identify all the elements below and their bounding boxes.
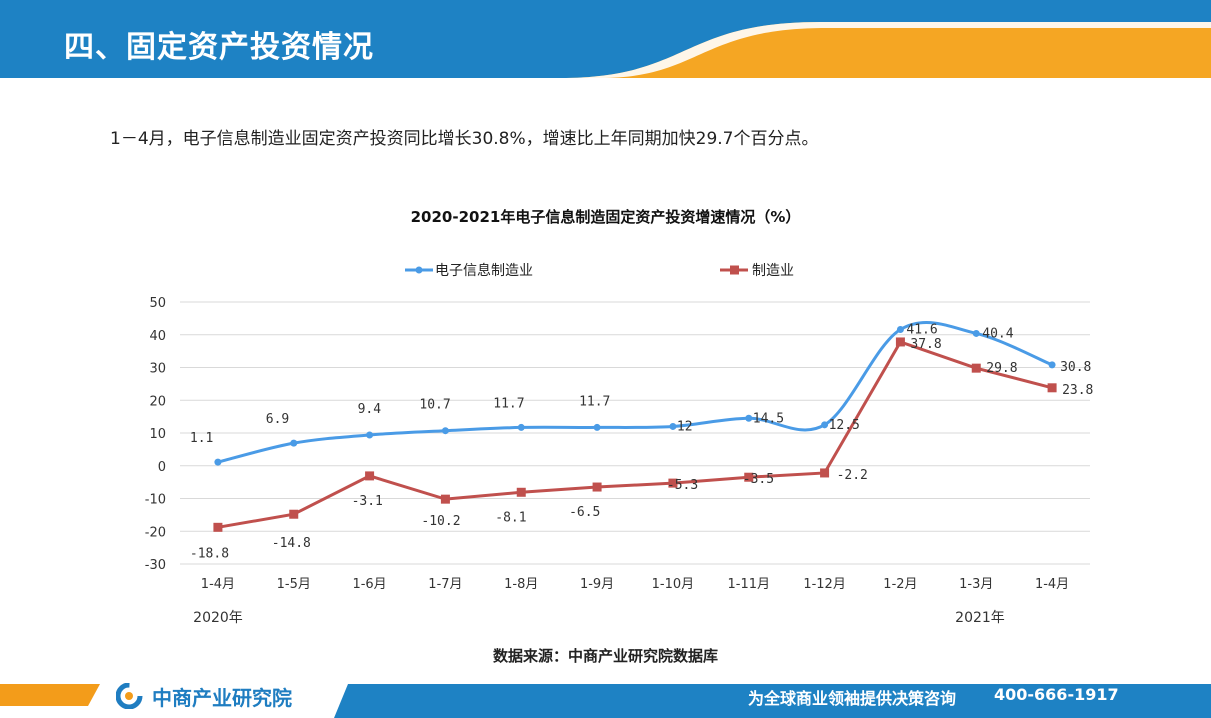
y-tick-label: 20 bbox=[149, 394, 166, 409]
data-point-electronics bbox=[821, 421, 829, 429]
y-tick-label: 0 bbox=[158, 460, 166, 475]
series-line-manufacturing bbox=[217, 340, 1053, 529]
data-point-electronics bbox=[366, 431, 374, 439]
data-label-electronics: 1.1 bbox=[190, 431, 213, 446]
data-point-manufacturing bbox=[668, 478, 678, 488]
data-point-manufacturing bbox=[289, 509, 299, 519]
data-label-manufacturing: -8.1 bbox=[495, 510, 526, 525]
x-tick-label: 1-2月 bbox=[883, 577, 917, 592]
y-tick-label: 40 bbox=[149, 329, 166, 344]
y-tick-label: 50 bbox=[149, 296, 166, 311]
data-label-electronics: 40.4 bbox=[982, 326, 1013, 341]
year-label-2020: 2020年 bbox=[193, 610, 243, 626]
x-tick-label: 1-12月 bbox=[803, 577, 846, 592]
data-point-manufacturing bbox=[365, 471, 375, 481]
legend-label: 制造业 bbox=[752, 263, 794, 279]
data-point-manufacturing bbox=[592, 482, 602, 492]
x-tick-label: 1-6月 bbox=[352, 577, 386, 592]
data-point-manufacturing bbox=[1047, 383, 1057, 393]
data-point-electronics bbox=[517, 423, 525, 431]
data-point-manufacturing bbox=[820, 468, 830, 478]
x-tick-label: 1-4月 bbox=[1035, 577, 1069, 592]
data-point-manufacturing bbox=[895, 337, 905, 347]
y-tick-label: 30 bbox=[149, 362, 166, 377]
data-label-electronics: 30.8 bbox=[1060, 360, 1091, 375]
x-tick-label: 1-10月 bbox=[652, 577, 695, 592]
data-point-manufacturing bbox=[744, 472, 754, 482]
page-title: 四、固定资产投资情况 bbox=[64, 30, 374, 65]
x-tick-label: 1-7月 bbox=[428, 577, 462, 592]
data-point-electronics bbox=[745, 414, 753, 422]
footer-background bbox=[0, 684, 1211, 718]
data-label-manufacturing: -6.5 bbox=[569, 505, 600, 520]
data-label-electronics: 6.9 bbox=[266, 412, 289, 427]
data-label-manufacturing: -3.1 bbox=[352, 494, 383, 509]
y-tick-label: -20 bbox=[145, 525, 166, 540]
data-label-electronics: 14.5 bbox=[753, 411, 784, 426]
data-label-manufacturing: -3.5 bbox=[743, 472, 774, 487]
summary-text: 1－4月，电子信息制造业固定资产投资同比增长30.8%，增速比上年同期加快29.… bbox=[110, 129, 819, 149]
data-label-electronics: 10.7 bbox=[419, 398, 450, 413]
data-point-manufacturing bbox=[440, 494, 450, 504]
data-label-manufacturing: -18.8 bbox=[190, 546, 229, 561]
footer-phone: 400-666-1917 bbox=[994, 685, 1119, 704]
data-point-electronics bbox=[593, 423, 601, 431]
data-label-electronics: 11.7 bbox=[579, 394, 610, 409]
logo-icon bbox=[116, 683, 143, 709]
data-label-electronics: 41.6 bbox=[906, 323, 937, 338]
data-label-manufacturing: 29.8 bbox=[986, 361, 1017, 376]
legend-marker bbox=[730, 265, 739, 275]
legend-label: 电子信息制造业 bbox=[435, 262, 533, 279]
x-tick-label: 1-8月 bbox=[504, 577, 538, 592]
x-tick-label: 1-9月 bbox=[580, 577, 614, 592]
y-tick-label: -30 bbox=[145, 558, 166, 573]
data-label-manufacturing: 23.8 bbox=[1062, 383, 1093, 398]
data-label-electronics: 12 bbox=[677, 419, 693, 434]
y-tick-label: -10 bbox=[145, 493, 166, 508]
data-label-manufacturing: -5.3 bbox=[667, 478, 698, 493]
data-label-manufacturing: 37.8 bbox=[910, 337, 941, 352]
footer-logo-text: 中商产业研究院 bbox=[152, 686, 292, 710]
data-point-manufacturing bbox=[213, 522, 223, 532]
data-point-electronics bbox=[896, 326, 904, 334]
data-label-manufacturing: -10.2 bbox=[421, 514, 460, 529]
footer-bar bbox=[0, 678, 1211, 718]
data-label-manufacturing: -14.8 bbox=[272, 536, 311, 551]
x-tick-label: 1-3月 bbox=[959, 577, 993, 592]
data-point-electronics bbox=[1048, 361, 1056, 369]
year-label-2021: 2021年 bbox=[955, 610, 1005, 626]
data-label-manufacturing: -2.2 bbox=[837, 468, 868, 483]
chart-title: 2020-2021年电子信息制造固定资产投资增速情况（%） bbox=[410, 208, 801, 226]
y-tick-label: 10 bbox=[149, 427, 166, 442]
data-point-electronics bbox=[441, 427, 449, 435]
x-tick-label: 1-11月 bbox=[727, 577, 770, 592]
source-note: 数据来源：中商产业研究院数据库 bbox=[492, 647, 718, 665]
data-point-electronics bbox=[669, 422, 677, 430]
data-point-electronics bbox=[972, 329, 980, 337]
footer-slogan: 为全球商业领袖提供决策咨询 bbox=[748, 689, 957, 708]
x-tick-label: 1-5月 bbox=[277, 577, 311, 592]
header-background bbox=[0, 0, 1211, 78]
data-point-manufacturing bbox=[971, 363, 981, 373]
data-point-manufacturing bbox=[516, 487, 526, 497]
data-label-electronics: 9.4 bbox=[358, 402, 382, 417]
header-banner: 四、固定资产投资情况 bbox=[0, 0, 1211, 80]
legend-marker bbox=[415, 266, 423, 274]
data-point-electronics bbox=[214, 458, 222, 466]
line-chart: -30 -20 -10 0 10 20 30 40 50 1-4月 1-5月 1-6月 1-7月 1-8月… bbox=[145, 262, 1094, 626]
data-label-electronics: 12.5 bbox=[829, 418, 860, 433]
x-tick-label: 1-4月 bbox=[201, 577, 235, 592]
data-label-electronics: 11.7 bbox=[493, 396, 524, 411]
data-point-electronics bbox=[290, 439, 298, 447]
